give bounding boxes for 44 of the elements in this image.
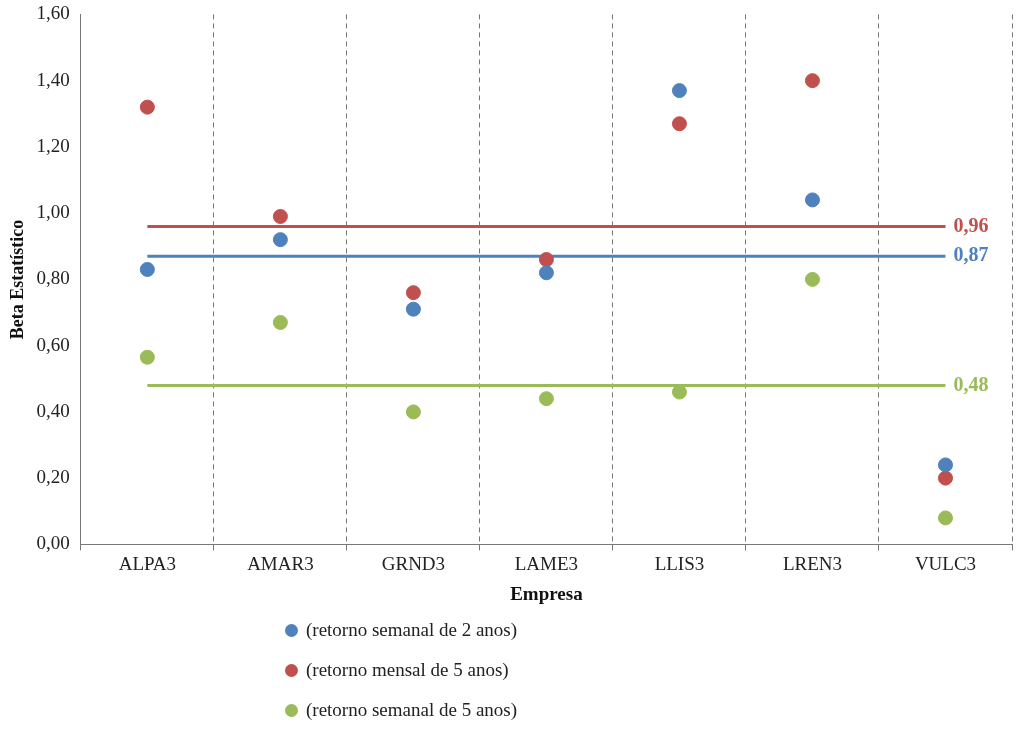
y-tick-label: 1,40	[36, 68, 70, 90]
y-tick-label: 0,00	[36, 532, 70, 554]
point	[139, 99, 155, 115]
x-tick-label: GRND3	[381, 552, 446, 574]
y-tick-label: 0,20	[36, 466, 70, 488]
ref-line-label: 0,48	[953, 372, 989, 395]
point	[804, 192, 820, 208]
point	[405, 301, 421, 317]
point	[272, 314, 288, 330]
point	[937, 457, 953, 473]
x-tick-label: LLIS3	[654, 552, 705, 574]
point	[804, 271, 820, 287]
x-tick-label: LAME3	[514, 552, 579, 574]
point	[671, 83, 687, 99]
x-tick-label: AMAR3	[247, 552, 314, 574]
point	[272, 208, 288, 224]
point	[937, 470, 953, 486]
point	[405, 285, 421, 301]
point	[538, 252, 554, 268]
y-axis-title: Beta Estatístico	[7, 219, 28, 340]
point	[272, 232, 288, 248]
legend-label: (retorno semanal de 2 anos)	[306, 619, 518, 641]
legend-label: (retorno semanal de 5 anos)	[306, 699, 518, 721]
y-tick-label: 0,40	[36, 399, 70, 421]
ref-line-label: 0,87	[953, 243, 989, 266]
point	[538, 265, 554, 281]
point	[671, 116, 687, 132]
point	[538, 391, 554, 407]
y-tick-label: 0,60	[36, 333, 70, 355]
x-tick-label: VULC3	[914, 552, 977, 574]
x-axis-title: Empresa	[510, 582, 584, 604]
y-tick-label: 1,60	[36, 2, 70, 24]
y-tick-label: 0,80	[36, 267, 70, 289]
x-tick-label: ALPA3	[118, 552, 177, 574]
ref-line-label: 0,96	[953, 213, 989, 236]
y-tick-label: 1,20	[36, 134, 70, 156]
y-tick-label: 1,00	[36, 201, 70, 223]
point	[139, 261, 155, 277]
x-tick-label: LREN3	[782, 552, 843, 574]
point	[804, 73, 820, 89]
legend-label: (retorno mensal de 5 anos)	[306, 659, 509, 681]
point	[139, 349, 155, 365]
point	[937, 510, 953, 526]
point	[405, 404, 421, 420]
